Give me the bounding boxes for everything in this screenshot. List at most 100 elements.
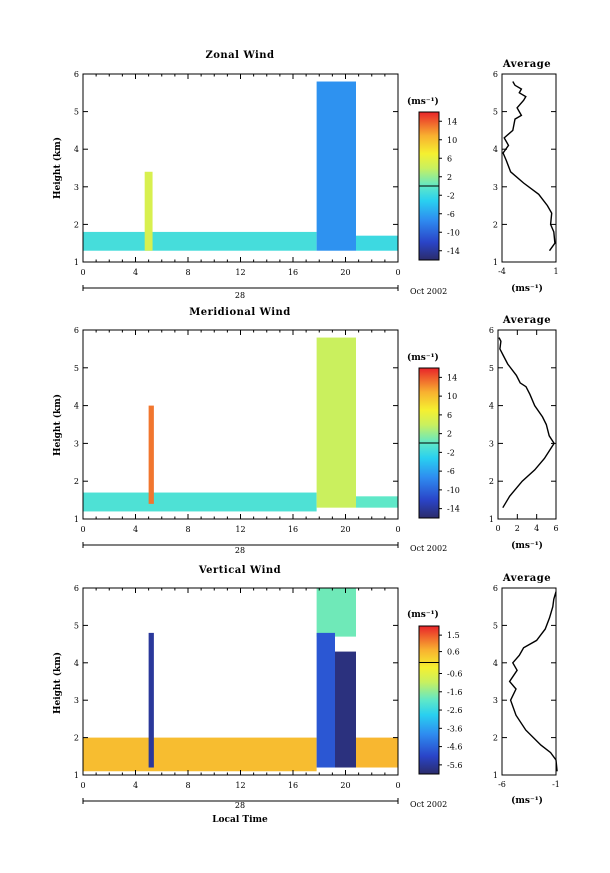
profile-ytick-label: 5 bbox=[493, 621, 498, 630]
heatmap-ytick-label: 5 bbox=[74, 364, 79, 373]
day-label-1: 28 bbox=[235, 291, 245, 300]
profile-xtick-label: 0 bbox=[495, 524, 500, 533]
profile-ytick-label: 3 bbox=[493, 696, 498, 705]
heatmap-xtick-label: 0 bbox=[395, 525, 400, 534]
profile-meridional: 1 2 3 4 5 6 0 2 4 6 bbox=[489, 326, 559, 533]
profile-line bbox=[498, 337, 555, 509]
colorbar-tick-label: -1.6 bbox=[447, 688, 462, 697]
profile-line bbox=[502, 81, 556, 252]
profile-ytick-label: 2 bbox=[493, 220, 498, 229]
heatmap-region-2 bbox=[148, 405, 154, 504]
profile-xlabel-2: (ms⁻¹) bbox=[511, 540, 543, 551]
profile-ytick-label: 4 bbox=[493, 659, 498, 668]
day-label-2: 28 bbox=[235, 546, 245, 555]
heatmap-xtick-label: 0 bbox=[80, 525, 85, 534]
heatmap-region-6 bbox=[356, 737, 398, 768]
colorbar-vertical: 1.5 0.6 -0.6 -1.6 -2.6 -3.6 -4.6 -5.6 bbox=[418, 625, 462, 775]
colorbar-unit-2: (ms⁻¹) bbox=[407, 352, 439, 363]
profile-ytick-label: 4 bbox=[493, 145, 498, 154]
heatmap-xtick-label: 16 bbox=[288, 525, 298, 534]
heatmap-xtick-label: 4 bbox=[133, 525, 138, 534]
heatmap-region-4 bbox=[316, 632, 335, 768]
colorbar-tick-label: 2 bbox=[447, 430, 452, 439]
heatmap-region-4 bbox=[356, 235, 398, 251]
date-label-2: Oct 2002 bbox=[410, 544, 447, 553]
heatmap-xtick-label: 0 bbox=[80, 268, 85, 277]
y-axis-label-3: Height (km) bbox=[52, 652, 63, 714]
heatmap-xtick-label: 8 bbox=[185, 525, 190, 534]
heatmap-ytick-label: 4 bbox=[74, 659, 79, 668]
colorbar-tick-label: 1.5 bbox=[447, 631, 460, 640]
profile-xtick-label: 6 bbox=[553, 524, 558, 533]
heatmap-region-3 bbox=[316, 588, 356, 637]
heatmap-ytick-label: 5 bbox=[74, 108, 79, 117]
colorbar-tick-label: 14 bbox=[447, 117, 457, 126]
heatmap-region-3 bbox=[316, 337, 356, 508]
heatmap-ytick-label: 1 bbox=[74, 515, 79, 524]
heatmap-region-2 bbox=[144, 171, 153, 251]
colorbar-bar bbox=[418, 625, 440, 775]
profile-ytick-label: 6 bbox=[489, 326, 494, 335]
y-axis-label-2: Height (km) bbox=[52, 394, 63, 456]
profile-frame bbox=[501, 587, 557, 776]
profile-xtick-label: -4 bbox=[498, 267, 506, 276]
heatmap-xtick-label: 8 bbox=[185, 781, 190, 790]
profile-ytick-label: 4 bbox=[489, 402, 494, 411]
colorbar-tick-label: -14 bbox=[447, 247, 460, 256]
heatmap-xtick-label: 8 bbox=[185, 268, 190, 277]
colorbar-tick-label: -5.6 bbox=[447, 761, 462, 770]
profile-xlabel-3: (ms⁻¹) bbox=[511, 795, 543, 806]
heatmap-ytick-label: 5 bbox=[74, 621, 79, 630]
profile-ytick-label: 6 bbox=[493, 584, 498, 593]
heatmap-xtick-label: 16 bbox=[288, 781, 298, 790]
colorbar-tick-label: -3.6 bbox=[447, 724, 462, 733]
profile-ytick-label: 1 bbox=[493, 258, 498, 267]
heatmap-ytick-label: 3 bbox=[74, 183, 79, 192]
colorbar-tick-label: 2 bbox=[447, 173, 452, 182]
heatmap-ytick-label: 3 bbox=[74, 696, 79, 705]
heatmap-region-5 bbox=[335, 651, 356, 768]
heatmap-ytick-label: 2 bbox=[74, 477, 79, 486]
heatmap-ytick-label: 6 bbox=[74, 326, 79, 335]
colorbar-tick-label: -10 bbox=[447, 486, 460, 495]
colorbar-tick-label: -4.6 bbox=[447, 743, 462, 752]
colorbar-tick-label: -10 bbox=[447, 228, 460, 237]
colorbar-meridional: 14 10 6 2 -2 -6 -10 -14 bbox=[418, 367, 460, 519]
day-label-3: 28 bbox=[235, 801, 245, 810]
profile-frame bbox=[497, 329, 557, 520]
colorbar-tick-label: 10 bbox=[447, 136, 457, 145]
colorbar-tick-label: -2.6 bbox=[447, 706, 462, 715]
colorbar-tick-label: 14 bbox=[447, 373, 457, 382]
x-axis-label: Local Time bbox=[212, 815, 268, 825]
profile-ytick-label: 3 bbox=[489, 439, 494, 448]
profile-ytick-label: 6 bbox=[493, 70, 498, 79]
heatmap-xtick-label: 20 bbox=[340, 781, 350, 790]
colorbar-tick-label: -14 bbox=[447, 505, 460, 514]
heatmap-xtick-label: 20 bbox=[340, 268, 350, 277]
colorbar-tick-label: -0.6 bbox=[447, 670, 462, 679]
colorbar-tick-label: -6 bbox=[447, 210, 455, 219]
profile-frame bbox=[501, 73, 557, 263]
profile-xtick-label: 4 bbox=[534, 524, 539, 533]
colorbar-tick-label: 10 bbox=[447, 392, 457, 401]
profile-title-1: Average bbox=[502, 59, 551, 70]
colorbar-tick-label: 0.6 bbox=[447, 648, 460, 657]
profile-title-3: Average bbox=[502, 573, 551, 584]
heatmap-xtick-label: 4 bbox=[133, 781, 138, 790]
profile-title-2: Average bbox=[502, 315, 551, 326]
heatmap-xtick-label: 20 bbox=[340, 525, 350, 534]
heatmap-region-1 bbox=[83, 231, 317, 251]
heatmap-xtick-label: 12 bbox=[235, 525, 245, 534]
heatmap-title-2: Meridional Wind bbox=[189, 307, 291, 318]
heatmap-ytick-label: 1 bbox=[74, 258, 79, 267]
heatmap-xtick-label: 4 bbox=[133, 268, 138, 277]
profile-ytick-label: 1 bbox=[493, 771, 498, 780]
heatmap-ytick-label: 6 bbox=[74, 70, 79, 79]
heatmap-ytick-label: 2 bbox=[74, 220, 79, 229]
profile-xtick-label: 1 bbox=[553, 267, 558, 276]
profile-vertical: 1 2 3 4 5 6 -6 -1 bbox=[493, 584, 560, 789]
colorbar-tick-label: 6 bbox=[447, 411, 452, 420]
heatmap-region-1 bbox=[83, 737, 317, 772]
